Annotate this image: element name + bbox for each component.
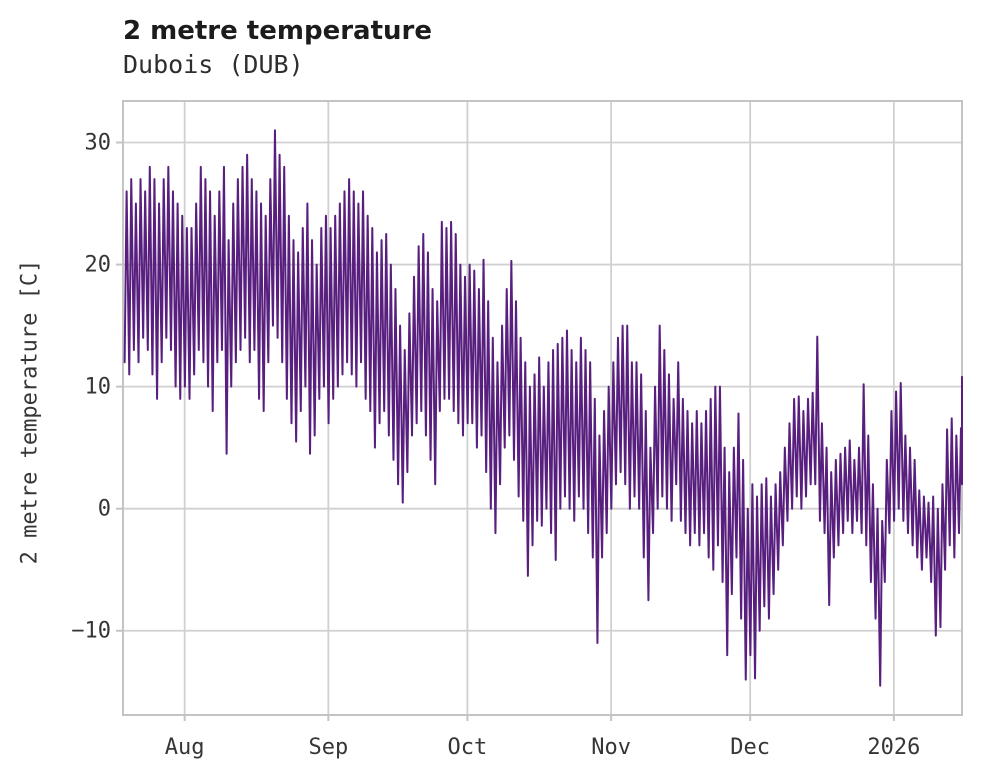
x-tick-label: Oct bbox=[447, 735, 488, 760]
y-tick-label: 0 bbox=[97, 496, 111, 522]
y-tick-label: −10 bbox=[71, 618, 111, 644]
x-tick-label: 2026 bbox=[867, 735, 921, 760]
y-tick-label: 20 bbox=[84, 252, 112, 278]
y-tick-label: 10 bbox=[84, 374, 112, 400]
chart-subtitle: Dubois (DUB) bbox=[123, 50, 304, 79]
chart-title: 2 metre temperature bbox=[123, 16, 432, 46]
x-tick-label: Dec bbox=[730, 735, 771, 760]
x-tick-label: Sep bbox=[308, 735, 349, 760]
y-tick-label: 30 bbox=[84, 130, 112, 155]
x-tick-label: Nov bbox=[591, 735, 631, 760]
x-tick-label: Aug bbox=[164, 735, 205, 760]
temperature-line bbox=[123, 129, 963, 687]
